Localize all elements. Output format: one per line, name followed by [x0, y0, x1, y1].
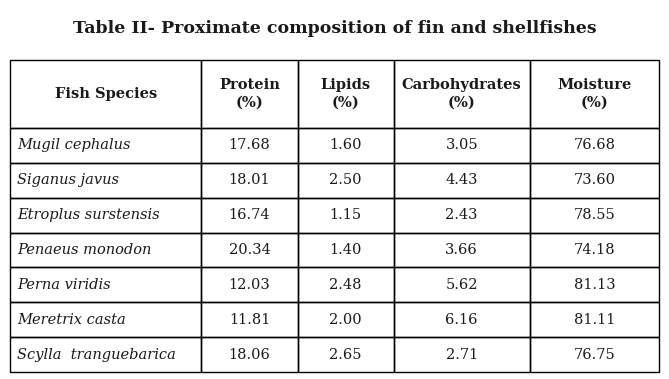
Bar — [10, 128, 201, 163]
Text: 2.43: 2.43 — [446, 208, 478, 222]
Bar — [10, 233, 201, 268]
Text: 4.43: 4.43 — [446, 173, 478, 187]
Bar — [530, 337, 659, 372]
Text: Penaeus monodon: Penaeus monodon — [17, 243, 151, 257]
Bar — [201, 268, 298, 302]
Text: Moisture
(%): Moisture (%) — [557, 78, 632, 110]
Bar — [10, 302, 201, 337]
Text: 81.13: 81.13 — [573, 278, 615, 292]
Bar — [530, 128, 659, 163]
Text: Scylla  tranguebarica: Scylla tranguebarica — [17, 348, 176, 362]
Text: 81.11: 81.11 — [574, 313, 615, 327]
Text: 2.00: 2.00 — [329, 313, 362, 327]
Text: 16.74: 16.74 — [229, 208, 270, 222]
Text: 2.48: 2.48 — [329, 278, 362, 292]
Bar — [393, 268, 530, 302]
Bar — [298, 60, 393, 128]
Bar — [393, 60, 530, 128]
Bar — [10, 198, 201, 233]
Bar — [393, 198, 530, 233]
Text: 74.18: 74.18 — [573, 243, 615, 257]
Bar — [298, 233, 393, 268]
Text: Etroplus surstensis: Etroplus surstensis — [17, 208, 160, 222]
Bar — [298, 163, 393, 198]
Bar — [201, 302, 298, 337]
Text: Table II- Proximate composition of fin and shellfishes: Table II- Proximate composition of fin a… — [73, 20, 596, 37]
Text: Lipids
(%): Lipids (%) — [320, 78, 371, 110]
Text: 2.71: 2.71 — [446, 348, 478, 362]
Bar — [201, 233, 298, 268]
Bar — [201, 337, 298, 372]
Text: 3.66: 3.66 — [446, 243, 478, 257]
Bar — [10, 268, 201, 302]
Bar — [393, 233, 530, 268]
Text: 2.65: 2.65 — [329, 348, 362, 362]
Text: Perna viridis: Perna viridis — [17, 278, 110, 292]
Text: 11.81: 11.81 — [229, 313, 270, 327]
Bar — [393, 163, 530, 198]
Text: Siganus javus: Siganus javus — [17, 173, 119, 187]
Bar — [201, 198, 298, 233]
Bar — [201, 163, 298, 198]
Text: 73.60: 73.60 — [573, 173, 615, 187]
Text: 18.01: 18.01 — [229, 173, 270, 187]
Bar — [298, 268, 393, 302]
Text: 20.34: 20.34 — [229, 243, 270, 257]
Bar — [298, 128, 393, 163]
Text: 78.55: 78.55 — [573, 208, 615, 222]
Text: 76.68: 76.68 — [573, 138, 615, 152]
Bar — [201, 60, 298, 128]
Text: 3.05: 3.05 — [446, 138, 478, 152]
Bar — [393, 128, 530, 163]
Bar — [201, 128, 298, 163]
Text: Meretrix casta: Meretrix casta — [17, 313, 126, 327]
Text: Fish Species: Fish Species — [55, 87, 157, 101]
Bar — [530, 233, 659, 268]
Text: 17.68: 17.68 — [229, 138, 270, 152]
Bar — [393, 337, 530, 372]
Text: 6.16: 6.16 — [446, 313, 478, 327]
Text: 1.15: 1.15 — [329, 208, 362, 222]
Bar — [298, 337, 393, 372]
Bar — [10, 337, 201, 372]
Text: Carbohydrates
(%): Carbohydrates (%) — [402, 78, 522, 110]
Text: 2.50: 2.50 — [329, 173, 362, 187]
Text: 18.06: 18.06 — [229, 348, 270, 362]
Bar — [393, 302, 530, 337]
Text: 5.62: 5.62 — [446, 278, 478, 292]
Bar — [530, 163, 659, 198]
Text: 1.60: 1.60 — [329, 138, 362, 152]
Text: 76.75: 76.75 — [573, 348, 615, 362]
Bar — [10, 163, 201, 198]
Bar — [530, 302, 659, 337]
Text: Protein
(%): Protein (%) — [219, 78, 280, 110]
Bar — [298, 198, 393, 233]
Bar — [298, 302, 393, 337]
Text: 12.03: 12.03 — [229, 278, 270, 292]
Text: 1.40: 1.40 — [329, 243, 362, 257]
Bar — [530, 268, 659, 302]
Text: Mugil cephalus: Mugil cephalus — [17, 138, 130, 152]
Bar — [530, 198, 659, 233]
Bar — [10, 60, 201, 128]
Bar — [530, 60, 659, 128]
